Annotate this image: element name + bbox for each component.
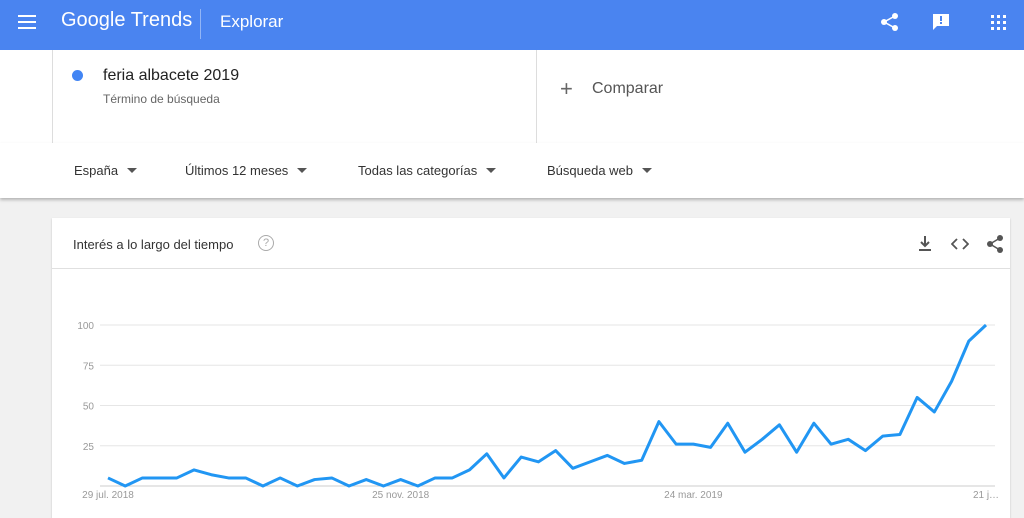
chart-title: Interés a lo largo del tiempo <box>73 237 234 252</box>
search-term[interactable]: feria albacete 2019 <box>103 67 240 84</box>
trend-line <box>107 323 988 488</box>
y-tick-label: 75 <box>83 361 95 372</box>
x-tick-label: 25 nov. 2018 <box>372 490 430 501</box>
section: Explorar <box>220 12 284 31</box>
filter-label: Últimos 12 meses <box>185 163 289 178</box>
feedback-icon[interactable] <box>932 13 950 31</box>
filter[interactable]: Últimos 12 meses <box>185 163 308 178</box>
chart-card: Interés a lo largo del tiempo ? <box>52 218 1010 518</box>
filter-bar <box>0 143 1024 198</box>
chart: 25 50 75 100 29 jul. 2018 25 nov. 2018 24 mar.… <box>77 321 999 501</box>
x-tick-label: 29 jul. 2018 <box>82 490 134 501</box>
y-tick-label: 100 <box>77 321 94 332</box>
filter-label: España <box>74 163 119 178</box>
share-icon[interactable] <box>880 12 900 32</box>
filter-label: Todas las categorías <box>358 163 478 178</box>
logo[interactable]: Google Trends <box>61 9 193 31</box>
filter[interactable]: Todas las categorías <box>358 163 497 178</box>
y-tick-label: 50 <box>83 402 95 413</box>
header: Google Trends Explorar <box>0 0 1024 50</box>
download-icon[interactable] <box>918 236 932 252</box>
help-icon[interactable]: ? <box>258 235 274 251</box>
x-tick-label: 21 j… <box>973 490 999 501</box>
series-dot <box>72 70 83 81</box>
filter-label: Búsqueda web <box>547 163 634 178</box>
embed-icon[interactable] <box>951 237 969 251</box>
filter[interactable]: España <box>74 163 138 178</box>
search-kind: Término de búsqueda <box>103 92 220 106</box>
share-chart-icon[interactable] <box>986 235 1004 253</box>
y-tick-label: 25 <box>83 442 95 453</box>
filter[interactable]: Búsqueda web <box>547 163 653 178</box>
compare[interactable]: Comparar <box>592 80 664 97</box>
apps-icon[interactable] <box>991 15 1007 31</box>
x-tick-label: 24 mar. 2019 <box>664 490 723 501</box>
search-bar: feria albacete 2019 Término de búsqueda … <box>0 50 1024 143</box>
plus: + <box>560 76 573 101</box>
menu-icon[interactable] <box>18 15 36 29</box>
